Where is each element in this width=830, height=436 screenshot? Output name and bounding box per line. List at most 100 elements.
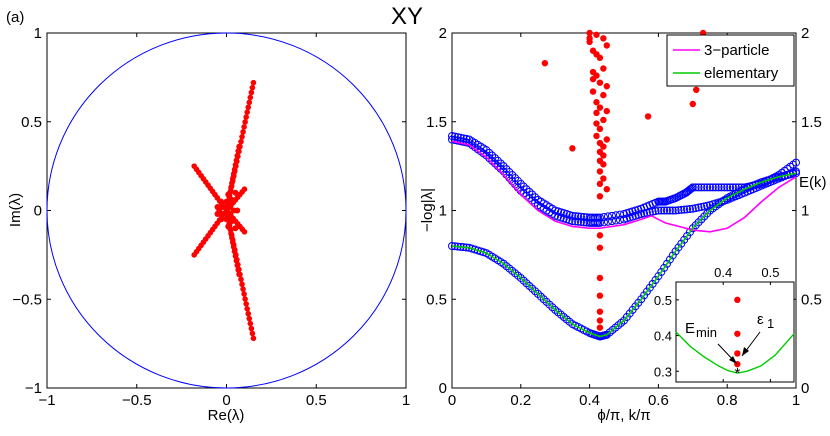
spectrum-dot [593,109,600,117]
spectrum-dot [689,100,696,108]
figure-title: XY [391,3,423,30]
band-marker-upper-band-2 [700,202,709,211]
band-marker-upper-band-1 [723,183,732,192]
right-x-tick-label: 0.8 [717,392,738,409]
band-marker-upper-band-1 [726,183,735,192]
band-marker-low-band [694,218,703,227]
band-marker-upper-band-2 [577,218,585,227]
band-marker-upper-band-2 [571,217,580,226]
band-marker-upper-band-1 [792,158,800,167]
band-marker-upper-band-2 [568,217,577,226]
right-x-tick-label: 0.6 [648,392,669,409]
spectrum-dot [600,143,607,150]
eigenvalue-point [232,162,239,168]
eigenvalue-point [241,291,247,297]
band-marker-upper-band-2 [680,205,689,214]
right-y-tick-label-right: 1.5 [801,114,822,131]
eigenvalue-point [245,310,252,317]
right-x-tick-label: 0.4 [579,392,600,409]
spectrum-dot [541,59,549,67]
spectrum-dot [693,86,700,94]
band-marker-upper-band-2 [665,206,674,215]
inset-x-tick-label: 0.5 [761,265,779,280]
band-marker-upper-band-2 [660,206,669,215]
right-x-axis-label: ϕ/π, k/π [597,407,650,424]
band-marker-upper-band-2 [694,203,703,212]
spectrum-dot [596,180,604,188]
left-y-axis-label: Im(λ) [7,193,24,227]
right-y-axis-label-left: −log|λ| [419,188,436,232]
spectrum-dot [596,104,604,111]
unit-circle [46,32,407,389]
band-marker-low-band [660,263,669,272]
band-marker-upper-band-1 [448,131,456,140]
band-marker-upper-band-1 [496,159,505,168]
eigenvalue-point [241,229,248,235]
eigenvalue-point [232,225,239,232]
right-y-tick-label-left: 0 [439,380,447,397]
emin-label-sub: min [696,325,717,340]
spectrum-dot [596,168,604,175]
series-line-3-particle [451,140,797,233]
inset-star-marker: * [734,365,740,382]
emin-label-main: E [685,320,695,337]
spectrum-dot [600,65,607,72]
spectrum-dot [593,31,600,38]
spectrum-dot [593,99,600,106]
band-marker-low-band [516,273,525,282]
band-marker-upper-band-2 [663,206,671,215]
band-marker-upper-band-1 [728,183,737,192]
band-marker-upper-band-2 [595,218,604,227]
legend-label-elementary: elementary [704,65,779,82]
spectrum-dot [596,308,604,315]
eigenvalue-point [250,335,257,342]
epsilon1-arrow-head [742,347,749,356]
band-marker-low-band [657,268,666,277]
eigenvalue-point [248,325,255,332]
spectrum-dot [603,107,610,115]
eigenvalue-point [214,203,221,210]
band-marker-upper-band-1 [505,168,514,177]
spectrum-dot [589,88,597,95]
spectrum-dot [596,317,604,324]
spectrum-dot [569,145,576,152]
eigenvalue-point [229,180,235,186]
band-marker-low-band [688,224,697,233]
left-y-tick-label: 0.5 [21,114,42,131]
left-x-axis-label: Re(λ) [208,407,245,424]
band-marker-upper-band-2 [674,206,683,215]
band-marker-low-band [668,251,677,260]
eigenvalue-point [191,252,197,258]
spectrum-dot [600,152,607,159]
band-marker-upper-band-1 [607,211,616,220]
spectrum-dot [644,113,652,120]
right-y-tick-label-left: 1.5 [426,114,447,131]
spectrum-dot [603,83,610,90]
band-marker-low-band [697,215,706,224]
right-x-tick-label: 1 [792,392,800,409]
band-marker-upper-band-2 [651,207,660,216]
eigenvalue-point [229,235,235,241]
right-y-tick-label-left: 2 [439,25,447,42]
eigenvalue-point [240,129,246,135]
eigenvalue-point [248,89,255,96]
inset-x-tick-label: 0.4 [714,265,732,280]
spectrum-dot [596,193,604,200]
eigenvalue-plane-chart: −1 −0.5 0 0.5 1 −1 −0.5 0 0.5 1 Re(λ) Im(λ) [7,25,410,424]
band-marker-upper-band-2 [648,207,657,216]
inset-ticks: 0.4 0.5 0.3 0.4 0.5 [654,265,779,382]
spectrum-dot [596,54,604,62]
spectrum-dot [603,136,610,143]
eigenvalue-point [218,216,225,223]
eigenvalue-point [230,244,237,250]
eigenvalue-point [228,196,235,203]
band-marker-upper-band-2 [456,137,465,146]
eigenvalue-point [225,191,232,198]
left-x-tick-label: −0.5 [122,392,152,409]
eigenvalue-point [223,216,230,223]
spectrum-curves [448,131,800,341]
left-y-tick-label: 0 [34,203,42,220]
left-x-tick-label: 1 [402,392,410,409]
spectrum-dot [596,232,604,239]
